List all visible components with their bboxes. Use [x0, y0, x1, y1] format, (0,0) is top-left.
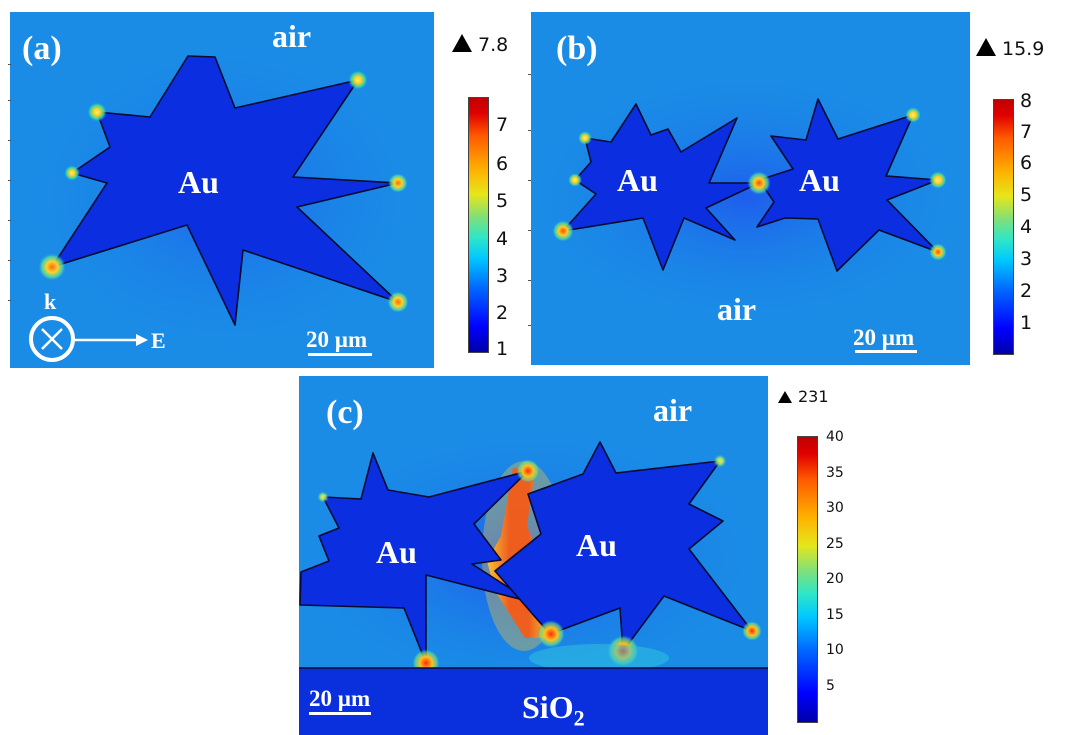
field-map-a — [10, 12, 434, 368]
colorbar-tick: 4 — [496, 228, 509, 250]
colorbar-tick: 8 — [1020, 90, 1033, 112]
max-value-c: 231 — [778, 389, 829, 405]
scale-label-a: 20 µm — [306, 327, 368, 352]
panel-label-b: (b) — [556, 30, 598, 67]
k-vector-into-page-icon — [29, 316, 75, 362]
max-value-b: 15.9 — [976, 38, 1044, 59]
max-value-a: 7.8 — [452, 34, 508, 55]
max-triangle-icon — [778, 391, 792, 403]
colorbar-tick: 3 — [496, 265, 509, 287]
colorbar-tick: 1 — [496, 338, 509, 360]
au-label-b-left: Au — [617, 162, 658, 198]
au-label-b-right: Au — [799, 162, 840, 198]
scale-bar-a — [308, 353, 372, 356]
colorbar-tick: 30 — [826, 500, 844, 516]
colorbar-tick: 15 — [826, 607, 844, 623]
field-map-b — [531, 12, 970, 365]
colorbar-tick: 10 — [826, 642, 844, 658]
medium-label-a: air — [272, 18, 312, 54]
e-label: E — [151, 328, 166, 353]
scale-label-c: 20 µm — [309, 686, 371, 711]
substrate-label: SiO2 — [522, 689, 585, 731]
colorbar-tick: 7 — [496, 114, 509, 136]
panel-label-a: (a) — [22, 30, 62, 67]
colorbar-a — [468, 97, 489, 353]
colorbar-tick: 6 — [496, 153, 509, 175]
colorbar-tick: 2 — [1020, 280, 1033, 302]
colorbar-b — [993, 99, 1014, 355]
au-particle-left — [562, 103, 760, 271]
scale-label-b: 20 µm — [853, 325, 915, 350]
panel-a: (a) air Au k E 20 µm — [10, 12, 434, 368]
sio2-substrate — [299, 668, 768, 735]
colorbar-tick: 4 — [1020, 216, 1033, 238]
colorbar-tick: 1 — [1020, 312, 1033, 334]
colorbar-c — [797, 436, 818, 723]
colorbar-tick: 7 — [1020, 121, 1033, 143]
au-particle-right — [494, 441, 753, 652]
colorbar-tick: 5 — [1020, 184, 1033, 206]
colorbar-tick: 6 — [1020, 152, 1033, 174]
medium-label-b: air — [717, 291, 757, 327]
max-triangle-icon — [976, 38, 996, 56]
medium-label-c: air — [653, 392, 693, 428]
colorbar-tick: 35 — [826, 465, 844, 481]
colorbar-tick: 3 — [1020, 248, 1033, 270]
colorbar-tick: 20 — [826, 571, 844, 587]
panel-b: (b) Au Au air 20 µm — [531, 12, 970, 365]
colorbar-tick: 5 — [826, 678, 835, 694]
colorbar-tick: 2 — [496, 302, 509, 324]
scale-bar-b — [855, 350, 917, 353]
au-label-c-right: Au — [576, 527, 617, 563]
colorbar-tick: 25 — [826, 536, 844, 552]
colorbar-tick: 40 — [826, 429, 844, 445]
scale-bar-c — [309, 712, 371, 715]
max-triangle-icon — [452, 34, 472, 52]
colorbar-tick: 5 — [496, 190, 509, 212]
au-label-c-left: Au — [376, 534, 417, 570]
k-label: k — [44, 289, 57, 314]
au-particle-right — [756, 98, 939, 272]
au-particle — [51, 55, 399, 326]
field-map-c — [299, 376, 768, 735]
panel-label-c: (c) — [326, 394, 364, 431]
au-label-a: Au — [178, 164, 219, 200]
panel-c: (c) air Au Au SiO2 20 µm — [299, 376, 768, 735]
